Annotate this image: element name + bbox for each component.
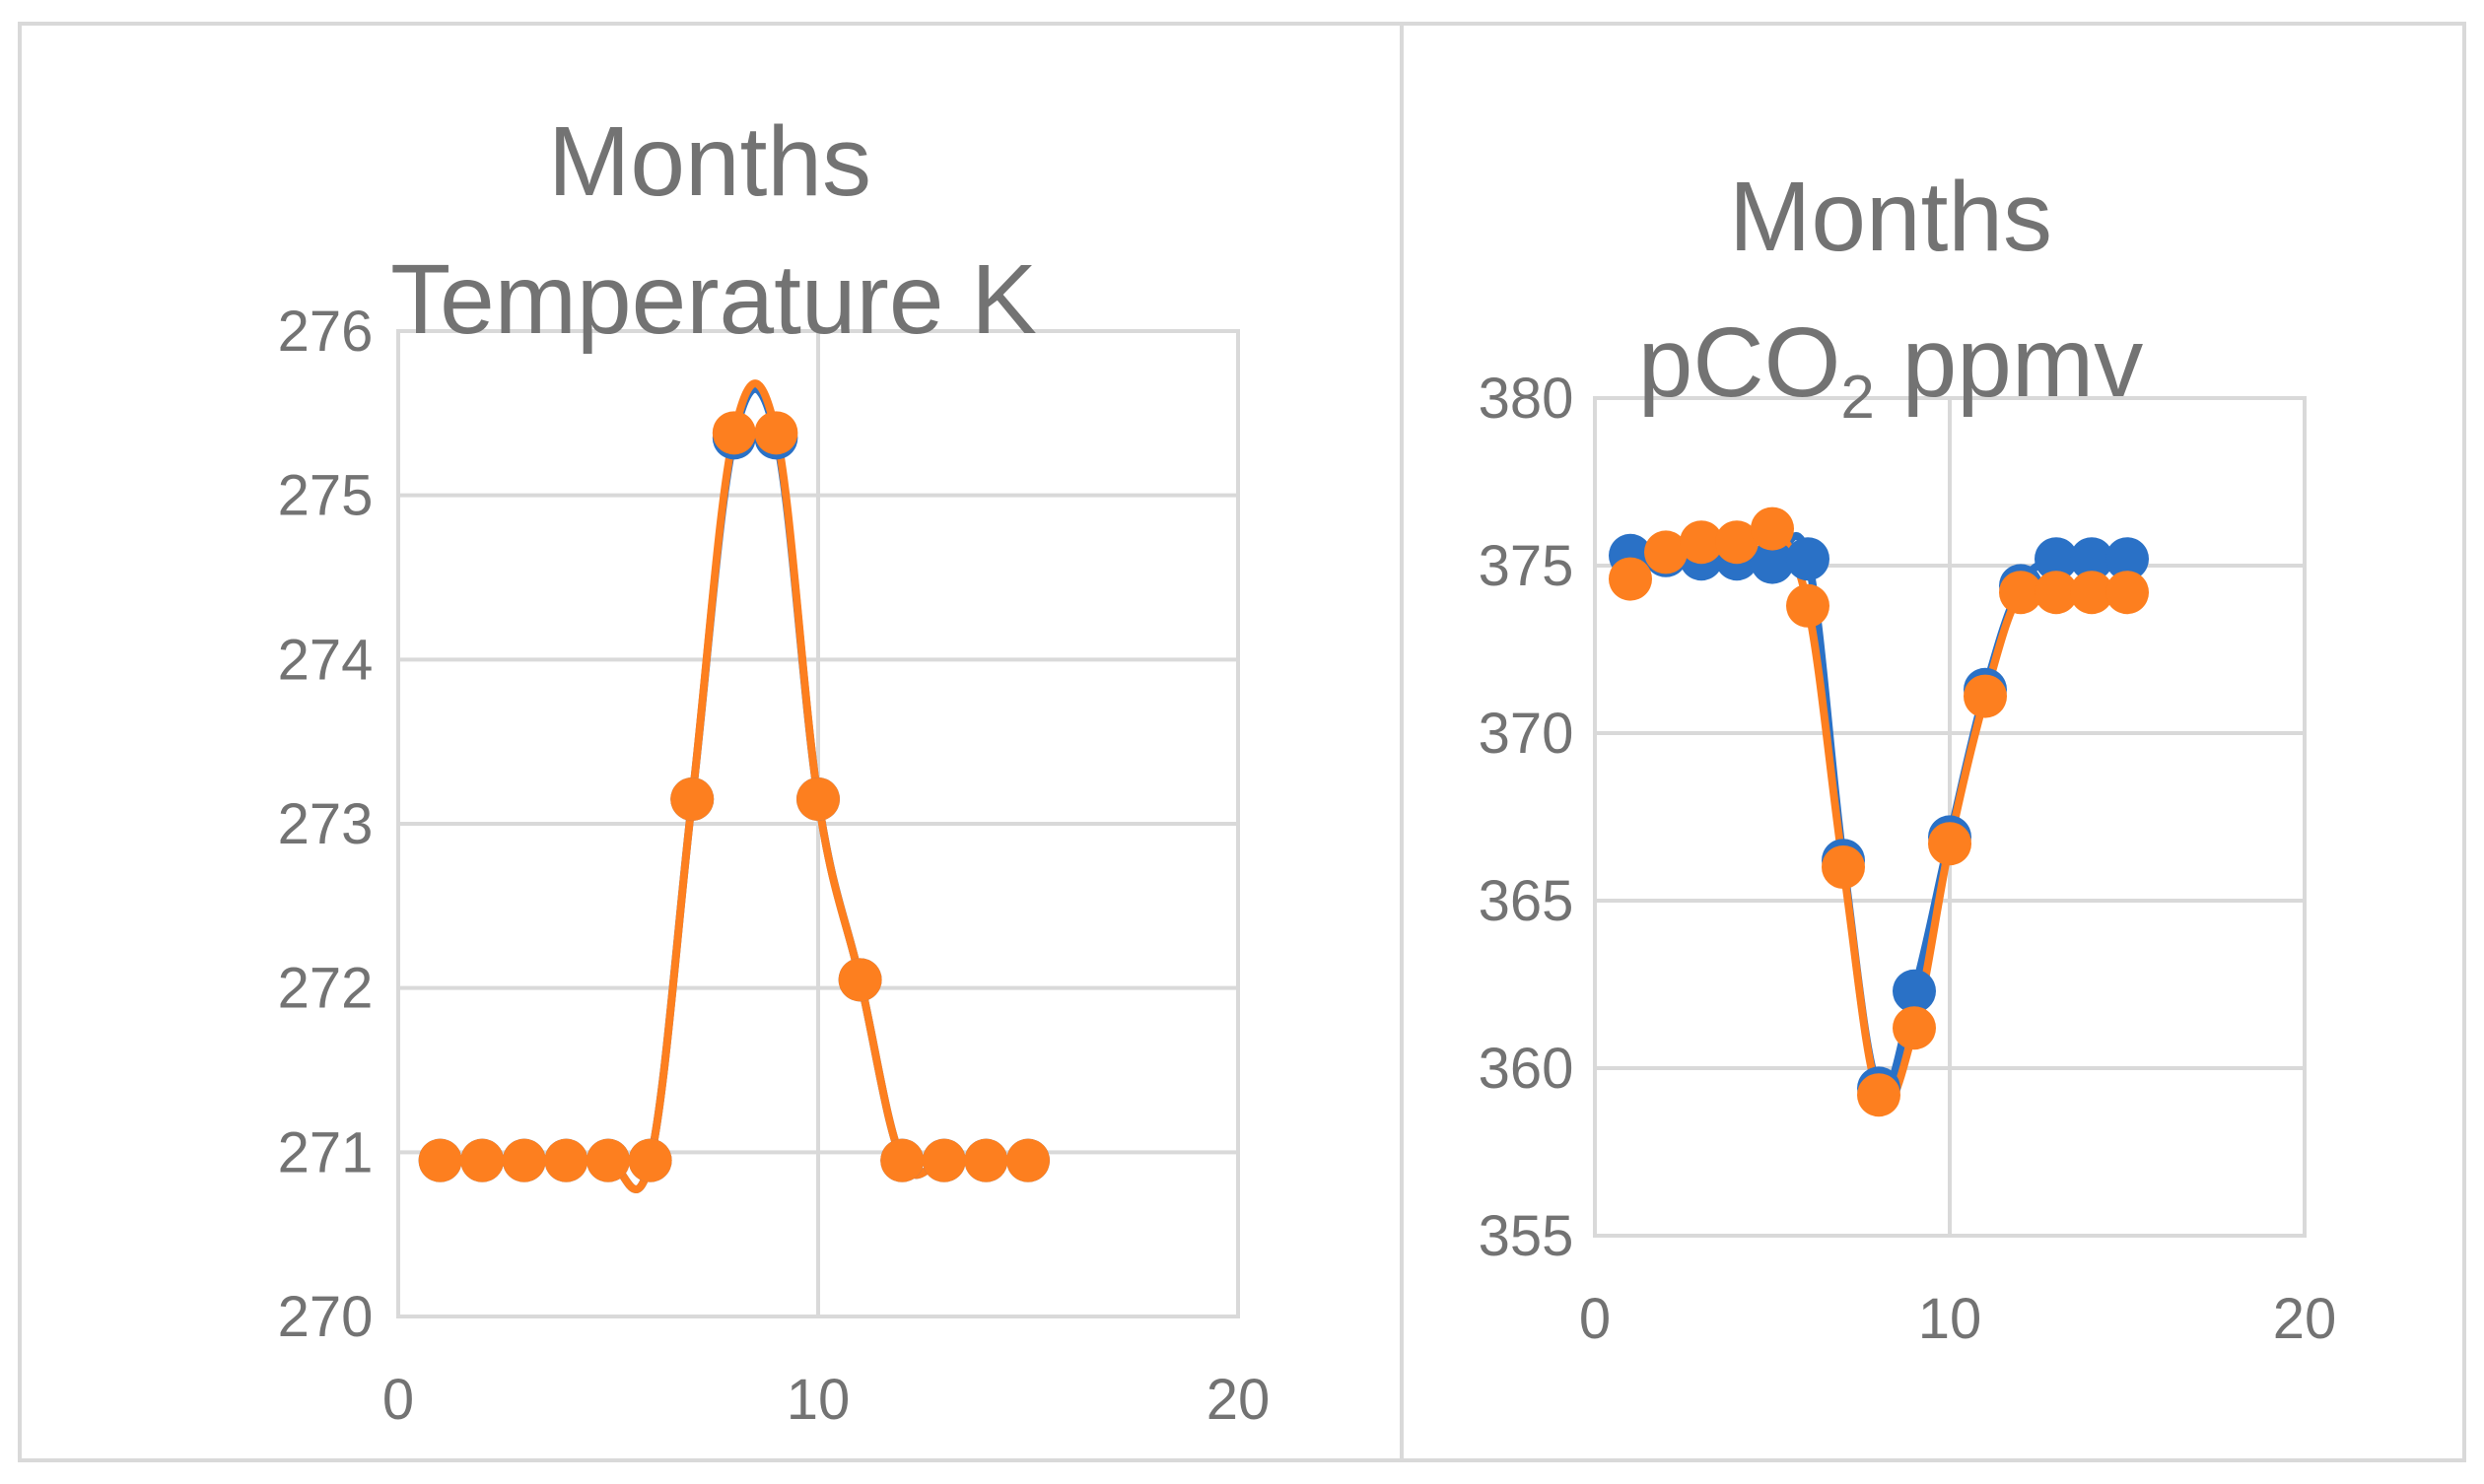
pco2-series-orange-point [1964,674,2007,718]
pco2-title-end: ppmv [1875,307,2143,418]
pco2-series-orange-point [1928,822,1971,866]
right-panel-frame [1400,22,2466,1462]
pco2-y-tick-label: 375 [1479,534,1574,598]
temperature-x-ticks: 0 10 20 [382,1368,1270,1432]
temperature-y-tick-label: 276 [278,300,374,364]
pco2-y-tick-label: 380 [1479,367,1574,431]
temperature-x-tick-label: 0 [382,1368,414,1432]
pco2-series-orange-point [1751,506,1794,551]
pco2-series-orange-point [2035,571,2078,615]
temperature-series-orange-point [880,1138,925,1182]
pco2-series-blue-point [1751,540,1794,584]
pco2-y-tick-label: 360 [1479,1037,1574,1101]
pco2-chart: 355 360 365 370 375 380 0 10 20 Months pCO2 ppm… [1479,162,2337,1351]
pco2-x-ticks: 0 10 20 [1579,1287,2336,1351]
temperature-series-orange-point [964,1138,1008,1182]
temperature-series-orange-point [712,411,756,455]
pco2-series-orange-point [1999,571,2042,615]
pco2-title-main: pCO [1638,307,1841,418]
pco2-y-tick-label: 355 [1479,1204,1574,1268]
pco2-y-tick-label: 365 [1479,869,1574,933]
pco2-series-orange-point [1786,583,1829,628]
temperature-series-orange-point [502,1138,546,1182]
pco2-plot-area [1593,396,2307,1238]
pco2-y-ticks: 355 360 365 370 375 380 [1479,367,1574,1268]
pco2-title-subscript: 2 [1840,364,1874,432]
pco2-title-line1: Months [1729,162,2052,272]
temperature-y-tick-label: 271 [278,1120,374,1184]
pco2-series-orange-point [1609,557,1652,601]
temperature-title-line2: Temperature K [390,244,1037,355]
pco2-x-tick-label: 10 [1918,1287,1982,1351]
pco2-gridlines [1593,396,2307,1238]
temperature-series-orange-point [838,958,882,1002]
temperature-series-orange-point [628,1138,672,1182]
temperature-series-orange-point [754,411,798,455]
pco2-series-blue-point [2105,537,2149,581]
pco2-series-blue-point [2070,537,2113,581]
temperature-y-tick-label: 272 [278,957,374,1021]
temperature-y-tick-label: 270 [278,1285,374,1349]
pco2-x-tick-label: 0 [1579,1287,1611,1351]
temperature-series-orange-point [796,777,840,821]
temperature-x-tick-label: 20 [1207,1368,1271,1432]
pco2-series-orange-point [2070,571,2113,615]
temperature-plot-area [396,329,1240,1318]
temperature-series-orange-point [544,1138,588,1182]
pco2-series-orange-point [1715,520,1759,565]
pco2-series-orange-point [1893,1006,1936,1050]
pco2-series-orange-point [1857,1073,1900,1117]
temperature-series-orange-point [922,1138,966,1182]
pco2-series-blue-point [2035,537,2078,581]
temperature-series-orange-point [586,1138,630,1182]
pco2-series-orange-point [1680,520,1723,565]
temperature-series-orange-point [1006,1138,1050,1182]
pco2-series [1609,506,2149,1117]
temperature-y-ticks: 270 271 272 273 274 275 276 [278,300,374,1349]
pco2-series-orange-point [2105,571,2149,615]
temperature-series-orange-point [418,1138,462,1182]
temperature-x-tick-label: 10 [787,1368,851,1432]
pco2-series-blue-point [1893,969,1936,1013]
pco2-series-blue-point [1786,537,1829,581]
temperature-series-orange-point [460,1138,505,1182]
temperature-series [418,379,1050,1193]
temperature-series-orange-point [670,777,715,821]
pco2-x-tick-label: 20 [2273,1287,2337,1351]
temperature-chart: 270 271 272 273 274 275 276 0 10 20 Months Tempe… [278,106,1271,1432]
temperature-y-tick-label: 274 [278,628,374,692]
temperature-y-tick-label: 275 [278,464,374,528]
pco2-series-orange-point [1822,845,1865,889]
pco2-title-line2: pCO2 ppmv [1638,307,2143,432]
temperature-title-line1: Months [548,106,871,217]
temperature-y-tick-label: 273 [278,792,374,856]
pco2-y-tick-label: 370 [1479,702,1574,766]
pco2-series-orange-point [1644,530,1688,574]
left-panel-frame [18,22,1404,1462]
